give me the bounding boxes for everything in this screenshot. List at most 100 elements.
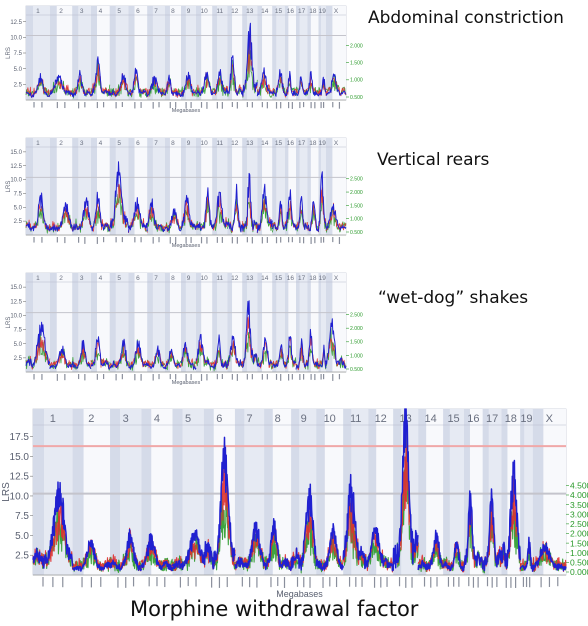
x-axis-label: Megabases: [172, 108, 201, 114]
x-tick-mark: [84, 237, 86, 244]
x-tick-mark: [64, 237, 66, 244]
y-tick-label: 17.5: [10, 432, 30, 443]
chromosome-band-edge: [482, 409, 489, 575]
chromosome-label: 19: [520, 413, 532, 425]
chromosome-band: [296, 273, 308, 372]
chromosome-band-edge: [393, 409, 402, 575]
x-tick-mark: [200, 237, 203, 244]
x-tick-mark: [496, 577, 498, 588]
x-tick-mark: [231, 374, 233, 380]
chromosome-band-edge: [141, 409, 152, 575]
y-tick-label: 2.5: [14, 356, 23, 362]
x-tick-mark: [187, 577, 189, 587]
chromosome-label: 6: [136, 140, 140, 147]
x-tick-mark: [320, 237, 322, 243]
chromosome-band-edge: [147, 6, 153, 100]
x-tick-mark: [303, 102, 305, 108]
chromosome-band-edge: [26, 6, 33, 100]
x-tick-mark: [190, 374, 192, 381]
chromosome-band: [296, 138, 308, 235]
y2-tick-label: 2.000: [350, 190, 363, 196]
chromosome-label: 14: [261, 275, 269, 282]
x-tick-mark: [540, 577, 542, 588]
x-tick-mark: [226, 577, 228, 588]
chromosome-band-edge: [343, 409, 352, 575]
chromosome-label: 4: [99, 8, 103, 15]
x-tick-mark: [296, 577, 299, 587]
chromosome-label: 14: [261, 8, 269, 15]
chromosome-band-edge: [164, 138, 170, 235]
x-tick-mark: [261, 237, 263, 244]
chromosome-band-edge: [72, 409, 84, 575]
chromosome-label: 6: [216, 413, 222, 425]
x-tick-mark: [241, 577, 243, 587]
chromosome-label: 15: [275, 275, 283, 282]
y2-tick-label: 2.500: [350, 313, 363, 319]
y-tick-label: 10.0: [10, 178, 22, 184]
x-tick-mark: [185, 374, 187, 381]
chromosome-label: 4: [99, 140, 103, 147]
x-tick-mark: [299, 237, 301, 244]
chromosome-label: 4: [154, 413, 160, 425]
y2-tick-label: 4.500: [570, 481, 588, 491]
chromosome-band-edge: [264, 409, 273, 575]
chromosome-band-edge: [284, 138, 289, 235]
x-tick-mark: [525, 577, 528, 588]
x-tick-mark: [323, 237, 325, 243]
x-tick-mark: [348, 577, 351, 587]
y-tick-label: 10.0: [10, 35, 22, 41]
y2-tick-label: 2.000: [350, 43, 363, 49]
x-tick-mark: [275, 102, 278, 109]
x-tick-mark: [132, 577, 135, 587]
y-tick-label: 5.0: [14, 205, 23, 211]
chromosome-label: 7: [154, 8, 158, 15]
x-tick-mark: [115, 374, 117, 381]
x-tick-mark: [288, 102, 290, 109]
chromosome-label: 15: [275, 8, 283, 15]
chromosome-band-edge: [291, 409, 300, 575]
chromosome-label: 9: [187, 8, 191, 15]
x-tick-mark: [361, 577, 363, 587]
chromosome-band: [318, 273, 326, 372]
x-tick-mark: [291, 237, 293, 243]
chromosome-band-edge: [318, 273, 321, 372]
chromosome-band-edge: [227, 138, 233, 235]
chromosome-band-edge: [49, 6, 57, 100]
chromosome-band-edge: [368, 409, 377, 575]
x-tick-mark: [175, 102, 177, 108]
chromosome-label: 19: [319, 275, 327, 282]
chromosome-label: 3: [123, 413, 129, 425]
y-tick-label: 12.5: [10, 164, 22, 170]
x-tick-mark: [103, 102, 105, 108]
x-tick-mark: [56, 237, 58, 243]
chromosome-label: 7: [246, 413, 252, 425]
chromosome-band-edge: [242, 273, 248, 372]
x-tick-mark: [148, 577, 150, 587]
x-tick-mark: [436, 577, 438, 587]
chromosome-label: 11: [216, 275, 223, 282]
x-tick-mark: [249, 577, 251, 588]
chromosome-label: 18: [309, 8, 317, 15]
x-tick-mark: [251, 374, 253, 380]
chromosome-label: 12: [231, 140, 239, 147]
x-tick-mark: [548, 577, 551, 587]
x-tick-mark: [33, 102, 35, 108]
x-tick-mark: [52, 577, 54, 588]
x-tick-mark: [121, 237, 123, 243]
x-tick-mark: [510, 577, 512, 588]
chromosome-band-edge: [532, 409, 544, 575]
x-tick-mark: [338, 102, 341, 109]
chart-wet-dog: 1 2 3 4 5 6 7 8 9 10 11 12 13 14 15 16 17 18 19 X2.55.07.51…: [6, 272, 363, 386]
y2-tick-label: 2.000: [350, 326, 363, 332]
x-tick-mark: [515, 577, 517, 588]
chromosome-band-edge: [181, 6, 186, 100]
chromosome-band-edge: [109, 6, 116, 100]
chromosome-band-edge: [172, 409, 183, 575]
chromosome-band-edge: [501, 409, 508, 575]
chromosome-band-edge: [234, 409, 245, 575]
chromosome-band-edge: [147, 273, 153, 372]
x-tick-mark: [185, 237, 187, 244]
x-tick-mark: [380, 577, 382, 588]
chromosome-band-edge: [164, 6, 170, 100]
chromosome-band-edge: [296, 138, 300, 235]
